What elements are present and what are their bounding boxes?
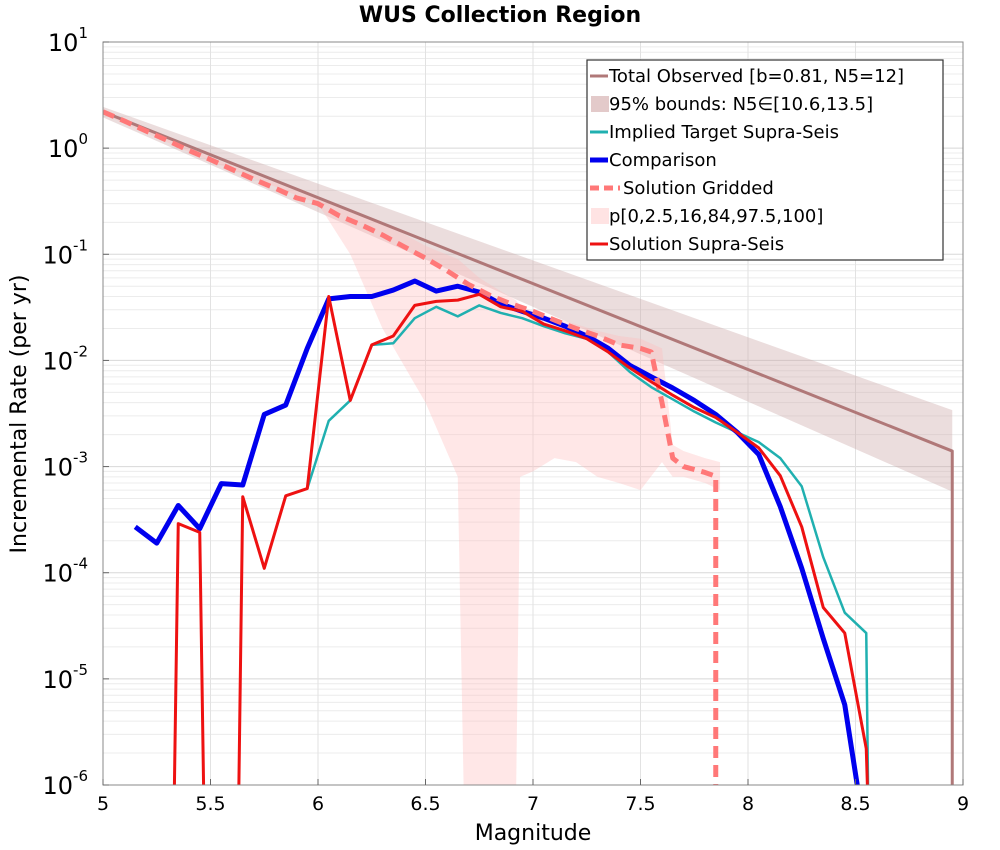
x-tick-label: 5.5 xyxy=(195,793,225,815)
legend-label: Total Observed [b=0.81, N5=12] xyxy=(608,66,904,87)
series-lines xyxy=(103,109,954,785)
x-tick-label: 7.5 xyxy=(625,793,655,815)
x-tick-label: 7 xyxy=(527,793,539,815)
x-axis-ticks: 5 5.5 6 6.5 7 7.5 8 8.5 9 xyxy=(97,779,969,815)
legend-swatch xyxy=(591,96,609,112)
legend-label: 95% bounds: N5∈[10.6,13.5] xyxy=(609,94,873,115)
x-tick-label: 8 xyxy=(742,793,754,815)
y-tick-label: 10-1 xyxy=(42,236,88,269)
x-tick-label: 5 xyxy=(97,793,109,815)
legend-swatch xyxy=(591,208,609,224)
y-tick-label: 10-3 xyxy=(42,449,88,482)
series-line xyxy=(133,278,860,785)
series-line xyxy=(172,292,869,785)
x-tick-label: 8.5 xyxy=(840,793,870,815)
x-axis-title: Magnitude xyxy=(475,821,592,846)
legend-label: Solution Supra-Seis xyxy=(609,234,784,255)
x-tick-label: 6.5 xyxy=(410,793,440,815)
legend: Total Observed [b=0.81, N5=12] 95% bounds… xyxy=(586,59,944,261)
band-area xyxy=(103,109,721,785)
y-tick-label: 10-2 xyxy=(42,342,88,375)
legend-label: Comparison xyxy=(609,150,717,171)
chart-title: WUS Collection Region xyxy=(359,3,641,28)
y-tick-label: 10-5 xyxy=(42,661,88,694)
y-tick-label: 100 xyxy=(48,130,88,163)
legend-label: Solution Gridded xyxy=(623,178,774,199)
legend-label: Implied Target Supra-Seis xyxy=(609,122,839,143)
y-axis-title: Incremental Rate (per yr) xyxy=(7,275,32,554)
x-tick-label: 6 xyxy=(312,793,324,815)
x-tick-label: 9 xyxy=(957,793,969,815)
y-tick-label: 101 xyxy=(48,24,88,57)
y-tick-label: 10-6 xyxy=(42,767,88,800)
legend-box xyxy=(586,59,944,261)
y-tick-label: 10-4 xyxy=(42,555,88,588)
legend-label: p[0,2.5,16,84,97.5,100] xyxy=(609,206,823,227)
y-axis-ticks: 101 100 10-1 10-2 10-3 10-4 10-5 10-6 xyxy=(42,24,109,800)
series-line xyxy=(103,110,954,785)
